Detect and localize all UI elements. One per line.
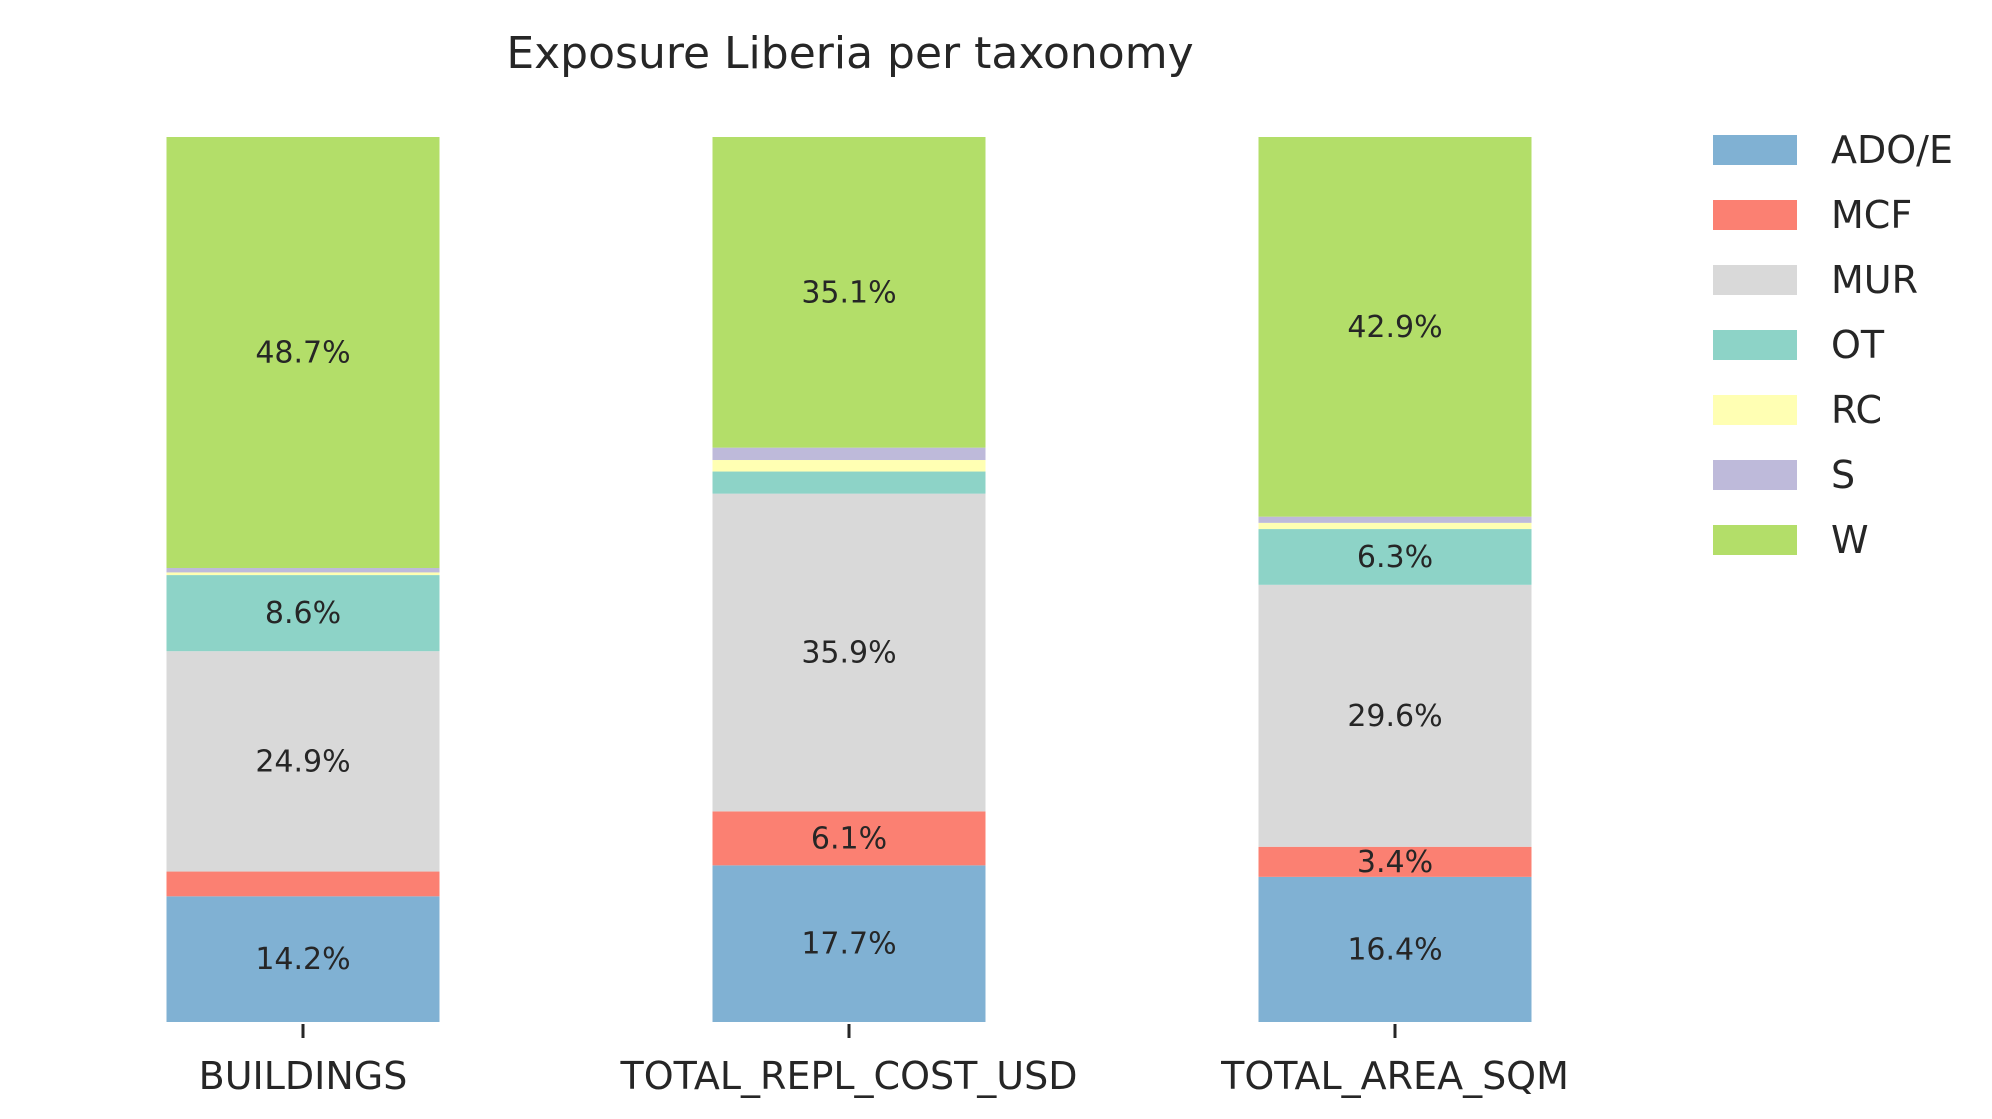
data-label-total-repl-cost-usd-mur: 35.9% (801, 636, 896, 671)
x-tick-label-total-repl-cost-usd: TOTAL_REPL_COST_USD (619, 1054, 1077, 1098)
data-label-buildings-w: 48.7% (255, 335, 350, 370)
bars-layer (166, 137, 1532, 1022)
legend-label-rc: RC (1831, 388, 1882, 432)
bar-segment-total-area-sqm-w (1258, 137, 1532, 517)
data-labels-layer: 14.2% 24.9% 8.6% 48.7% 17.7% 6.1% 35.9% 35.1% 16… (255, 275, 1442, 977)
bar-segment-total-area-sqm-ado-e (1258, 876, 1532, 1022)
data-label-total-repl-cost-usd-mcf: 6.1% (811, 821, 887, 856)
bar-segment-total-repl-cost-usd-mur (712, 493, 986, 812)
legend-swatch-w (1713, 525, 1797, 555)
bar-segment-buildings-w (166, 137, 440, 568)
data-label-buildings-ado-e: 14.2% (255, 942, 350, 977)
legend-swatch-s (1713, 460, 1797, 490)
legend-label-ado-e: ADO/E (1831, 128, 1953, 172)
data-label-total-repl-cost-usd-w: 35.1% (801, 275, 896, 310)
bar-segment-buildings-ot (166, 575, 440, 652)
bar-segment-total-repl-cost-usd-ado-e (712, 865, 986, 1022)
data-label-total-area-sqm-ado-e: 16.4% (1347, 932, 1442, 967)
x-tick-label-total-area-sqm: TOTAL_AREA_SQM (1220, 1054, 1569, 1098)
legend-label-ot: OT (1831, 323, 1885, 367)
bar-segment-total-area-sqm-s (1258, 516, 1532, 523)
bar-segment-total-area-sqm-ot (1258, 529, 1532, 585)
legend-swatch-rc (1713, 395, 1797, 425)
data-label-total-area-sqm-ot: 6.3% (1357, 540, 1433, 575)
bar-segment-total-repl-cost-usd-mcf (712, 811, 986, 866)
legend-label-w: W (1831, 518, 1869, 562)
legend-label-mcf: MCF (1831, 193, 1912, 237)
data-label-total-area-sqm-mur: 29.6% (1347, 699, 1442, 734)
x-axis: BUILDINGS TOTAL_REPL_COST_USD TOTAL_AREA_S… (199, 1024, 1569, 1098)
data-label-total-area-sqm-mcf: 3.4% (1357, 845, 1433, 880)
bar-segment-total-repl-cost-usd-s (712, 447, 986, 461)
bar-segment-buildings-rc (166, 572, 440, 576)
bar-segment-total-area-sqm-mur (1258, 584, 1532, 847)
legend-swatch-ot (1713, 330, 1797, 360)
bar-segment-total-repl-cost-usd-w (712, 137, 986, 448)
bar-segment-total-area-sqm-mcf (1258, 846, 1532, 877)
bar-segment-buildings-s (166, 567, 440, 573)
chart-title: Exposure Liberia per taxonomy (506, 28, 1193, 79)
legend: ADO/E MCF MUR OT RC SW (1713, 128, 1953, 562)
data-label-buildings-mur: 24.9% (255, 744, 350, 779)
legend-label-mur: MUR (1831, 258, 1918, 302)
bar-segment-total-repl-cost-usd-ot (712, 471, 986, 494)
legend-swatch-mur (1713, 265, 1797, 295)
bar-segment-buildings-ado-e (166, 896, 440, 1022)
bar-segment-buildings-mcf (166, 871, 440, 897)
legend-label-s: S (1831, 453, 1855, 497)
bar-segment-buildings-mur (166, 651, 440, 872)
bar-segment-total-repl-cost-usd-rc (712, 460, 986, 472)
legend-swatch-mcf (1713, 200, 1797, 230)
legend-swatch-ado-e (1713, 135, 1797, 165)
data-label-total-area-sqm-w: 42.9% (1347, 310, 1442, 345)
data-label-total-repl-cost-usd-ado-e: 17.7% (801, 927, 896, 962)
bar-segment-total-area-sqm-rc (1258, 522, 1532, 530)
data-label-buildings-ot: 8.6% (265, 596, 341, 631)
x-tick-label-buildings: BUILDINGS (199, 1054, 408, 1098)
